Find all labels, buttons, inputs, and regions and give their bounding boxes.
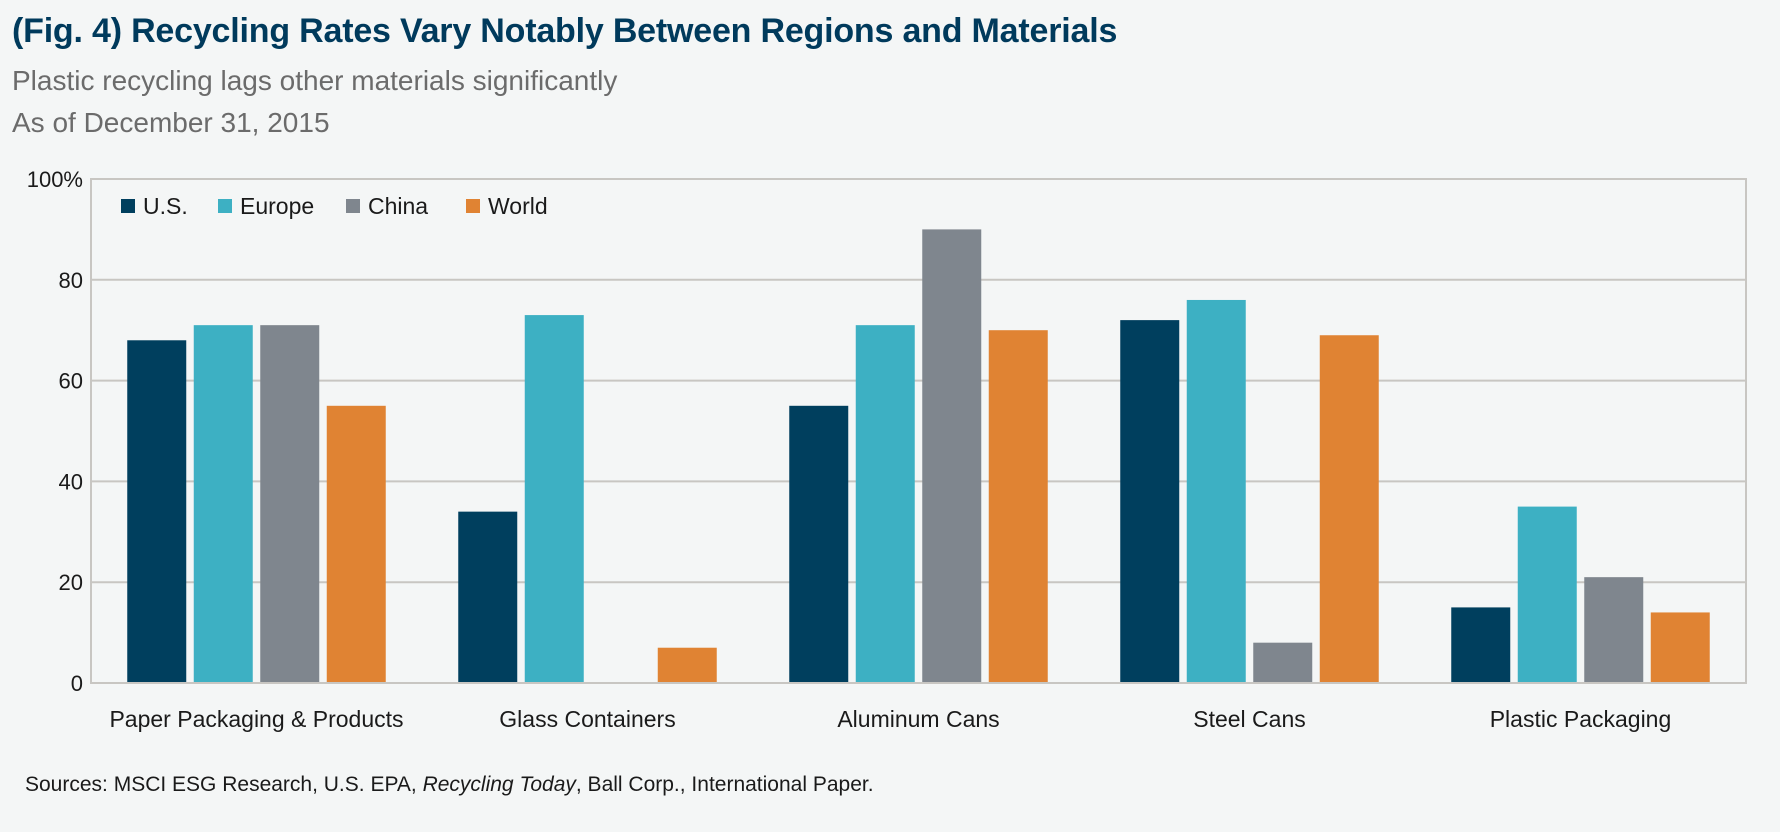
chart-title: (Fig. 4) Recycling Rates Vary Notably Be… bbox=[12, 12, 1118, 50]
bar-us bbox=[458, 511, 518, 683]
y-tick-label: 100% bbox=[27, 167, 83, 192]
bar-world bbox=[1650, 612, 1710, 683]
bar-europe bbox=[193, 325, 253, 683]
bar-us bbox=[1451, 607, 1511, 683]
plot-frame bbox=[90, 178, 1747, 684]
bar-world bbox=[1319, 335, 1379, 683]
chart-date: As of December 31, 2015 bbox=[12, 107, 330, 138]
x-tick-label: Paper Packaging & Products bbox=[109, 706, 403, 732]
legend: U.S. Europe China World bbox=[121, 193, 548, 219]
sources-note: Sources: MSCI ESG Research, U.S. EPA, Re… bbox=[25, 773, 874, 797]
bar-china bbox=[1584, 577, 1644, 683]
bar-world bbox=[326, 405, 386, 683]
bar-china bbox=[922, 229, 982, 683]
legend-swatch bbox=[121, 199, 135, 213]
y-tick-label: 60 bbox=[59, 369, 83, 394]
bar-europe bbox=[1517, 506, 1577, 683]
bar-china bbox=[1253, 642, 1313, 683]
sources-prefix: Sources: MSCI ESG Research, U.S. EPA, bbox=[25, 773, 423, 796]
legend-label: Europe bbox=[240, 193, 314, 219]
legend-label: World bbox=[488, 193, 548, 219]
x-axis-labels: Paper Packaging & Products Glass Containe… bbox=[109, 706, 1671, 732]
x-tick-label: Glass Containers bbox=[499, 706, 675, 732]
y-tick-label: 0 bbox=[71, 671, 83, 696]
legend-swatch bbox=[218, 199, 232, 213]
bars bbox=[127, 229, 1710, 683]
legend-label: China bbox=[368, 193, 428, 219]
bar-europe bbox=[1186, 299, 1246, 683]
y-tick-label: 40 bbox=[59, 469, 83, 494]
legend-swatch bbox=[346, 199, 360, 213]
bar-world bbox=[657, 647, 717, 683]
x-tick-label: Plastic Packaging bbox=[1490, 706, 1672, 732]
bar-world bbox=[988, 330, 1048, 683]
x-tick-label: Steel Cans bbox=[1193, 706, 1306, 732]
bar-us bbox=[789, 405, 849, 683]
sources-italic: Recycling Today bbox=[422, 773, 576, 796]
bar-europe bbox=[855, 325, 915, 683]
sources-suffix: , Ball Corp., International Paper. bbox=[575, 773, 874, 796]
x-tick-label: Aluminum Cans bbox=[837, 706, 999, 732]
y-axis-ticks: 0 20 40 60 80 100% bbox=[27, 167, 83, 696]
bar-china bbox=[260, 325, 320, 683]
legend-swatch bbox=[466, 199, 480, 213]
bar-us bbox=[127, 340, 187, 683]
chart-subtitle: Plastic recycling lags other materials s… bbox=[12, 65, 618, 96]
legend-label: U.S. bbox=[143, 193, 188, 219]
bar-europe bbox=[524, 315, 584, 683]
y-tick-label: 80 bbox=[59, 268, 83, 293]
bar-us bbox=[1120, 320, 1180, 683]
y-tick-label: 20 bbox=[59, 570, 83, 595]
